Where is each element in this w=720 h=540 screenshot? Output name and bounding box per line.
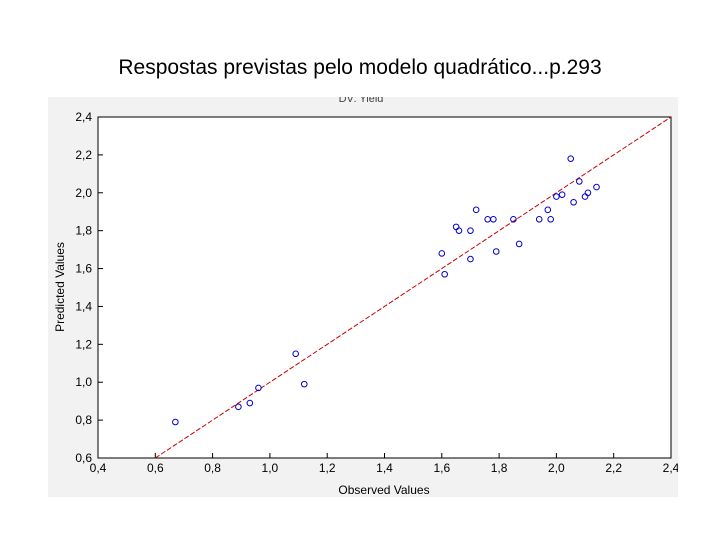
x-tick-label: 2,0 bbox=[548, 461, 565, 475]
y-tick-label: 0,6 bbox=[75, 451, 92, 465]
x-tick-label: 2,4 bbox=[663, 461, 678, 475]
y-tick-label: 1,2 bbox=[75, 337, 92, 351]
x-tick-label: 1,0 bbox=[262, 461, 279, 475]
x-axis-ticks: 0,4 0,6 0,8 1,0 1,2 1,4 1,6 1,8 2,0 2,2 2,4 bbox=[90, 453, 680, 475]
data-point bbox=[567, 155, 575, 162]
x-tick-label: 1,8 bbox=[491, 461, 508, 475]
data-point bbox=[441, 270, 448, 278]
data-point bbox=[235, 403, 242, 411]
plot-frame bbox=[97, 116, 672, 459]
data-point bbox=[492, 248, 500, 255]
data-point bbox=[544, 206, 552, 214]
data-point bbox=[547, 216, 554, 223]
chart-panel: DV: Yield 0,4 0,6 0,8 1,0 1,2 1,4 1,6 1,8 2,0 2,2… bbox=[48, 93, 680, 497]
y-axis-ticks: 0,6 0,8 1,0 1,2 1,4 1,6 1,8 2,0 2,2 2,4 bbox=[75, 110, 103, 465]
data-point bbox=[455, 227, 463, 234]
data-point bbox=[292, 350, 299, 358]
x-tick-label: 1,2 bbox=[319, 461, 336, 475]
x-axis-label: Observed Values bbox=[338, 483, 429, 497]
data-point bbox=[472, 206, 480, 214]
y-tick-label: 2,2 bbox=[75, 148, 92, 162]
x-tick-label: 1,6 bbox=[433, 461, 450, 475]
data-points bbox=[172, 155, 600, 426]
x-tick-label: 0,8 bbox=[204, 461, 221, 475]
data-point bbox=[558, 191, 566, 198]
data-point bbox=[438, 250, 446, 257]
fit-line bbox=[155, 116, 672, 459]
data-point bbox=[570, 198, 577, 206]
scatter-chart: DV: Yield 0,4 0,6 0,8 1,0 1,2 1,4 1,6 1,8 2,0 2,2… bbox=[53, 93, 680, 497]
chart-title: DV: Yield bbox=[339, 97, 384, 105]
y-tick-label: 0,8 bbox=[75, 413, 92, 427]
data-point bbox=[490, 216, 497, 223]
y-axis-label: Predicted Values bbox=[53, 242, 67, 332]
data-point bbox=[584, 189, 592, 197]
data-point bbox=[576, 178, 583, 185]
y-tick-label: 1,6 bbox=[75, 262, 92, 276]
data-point bbox=[246, 399, 254, 407]
y-tick-label: 1,0 bbox=[75, 375, 92, 389]
x-tick-label: 2,2 bbox=[605, 461, 622, 475]
y-tick-label: 1,4 bbox=[75, 299, 92, 313]
x-tick-label: 1,4 bbox=[376, 461, 393, 475]
data-point bbox=[467, 255, 474, 263]
x-tick-label: 0,6 bbox=[147, 461, 164, 475]
data-point bbox=[553, 193, 560, 200]
fit-line-group bbox=[155, 116, 672, 459]
slide-title: Respostas previstas pelo modelo quadráti… bbox=[118, 56, 602, 79]
data-point bbox=[172, 418, 179, 426]
data-point bbox=[593, 183, 600, 191]
data-point bbox=[535, 216, 543, 223]
y-tick-label: 2,0 bbox=[75, 186, 92, 200]
data-point bbox=[300, 380, 308, 388]
data-point bbox=[515, 240, 523, 248]
data-point bbox=[510, 216, 517, 223]
x-tick-label: 0,4 bbox=[90, 461, 107, 475]
y-tick-label: 1,8 bbox=[75, 224, 92, 238]
data-point bbox=[255, 384, 262, 392]
y-tick-label: 2,4 bbox=[75, 110, 92, 124]
data-point bbox=[467, 227, 474, 234]
